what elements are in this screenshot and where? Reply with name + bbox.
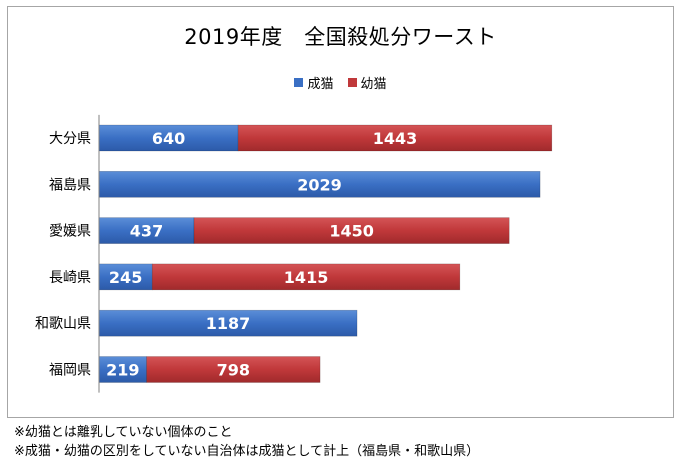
data-label: 2029 bbox=[297, 175, 342, 194]
legend-label-adult: 成猫 bbox=[307, 77, 334, 92]
category-label: 大分県 bbox=[49, 131, 91, 147]
chart-plot: 大分県 640 1443 福島県 2029 愛媛県 437 1450 長崎県 245 1415 和歌山… bbox=[35, 114, 553, 393]
category-label: 和歌山県 bbox=[35, 316, 91, 332]
bar-kitten bbox=[151, 263, 461, 291]
category-label: 福岡県 bbox=[49, 363, 91, 379]
data-label: 1187 bbox=[206, 314, 251, 333]
footnotes: ※幼猫とは離乳していない個体のこと ※成猫・幼猫の区別をしていない自治体は成猫と… bbox=[14, 423, 479, 461]
data-label: 640 bbox=[152, 129, 185, 148]
data-label: 219 bbox=[106, 361, 139, 380]
chart-title: 2019年度 全国殺処分ワースト bbox=[184, 25, 497, 49]
category-label: 愛媛県 bbox=[49, 224, 91, 240]
bar-kitten bbox=[193, 217, 510, 244]
legend-item-adult: 成猫 bbox=[294, 73, 334, 92]
bar-adult-cat bbox=[98, 124, 239, 152]
bar-kitten bbox=[237, 124, 553, 152]
category-label: 長崎県 bbox=[49, 270, 91, 286]
data-label: 1415 bbox=[284, 268, 329, 287]
data-label: 1450 bbox=[329, 222, 374, 241]
bar-adult-cat bbox=[98, 217, 195, 244]
footnote-2: ※成猫・幼猫の区別をしていない自治体は成猫として計上（福島県・和歌山県） bbox=[14, 444, 480, 459]
data-label: 437 bbox=[130, 222, 163, 241]
legend-swatch-kitten bbox=[347, 78, 357, 87]
data-label: 245 bbox=[109, 268, 142, 287]
bar-kitten bbox=[146, 356, 321, 383]
chart-frame: 2019年度 全国殺処分ワースト 成猫 幼猫 bbox=[7, 6, 674, 418]
legend-swatch-adult bbox=[294, 78, 304, 87]
category-label: 福島県 bbox=[49, 177, 91, 193]
legend-item-kitten: 幼猫 bbox=[347, 73, 387, 92]
data-label: 798 bbox=[217, 361, 250, 380]
footnote-1: ※幼猫とは離乳していない個体のこと bbox=[14, 425, 233, 440]
data-label: 1443 bbox=[373, 129, 418, 148]
legend-label-kitten: 幼猫 bbox=[360, 77, 387, 92]
legend: 成猫 幼猫 bbox=[8, 73, 673, 92]
